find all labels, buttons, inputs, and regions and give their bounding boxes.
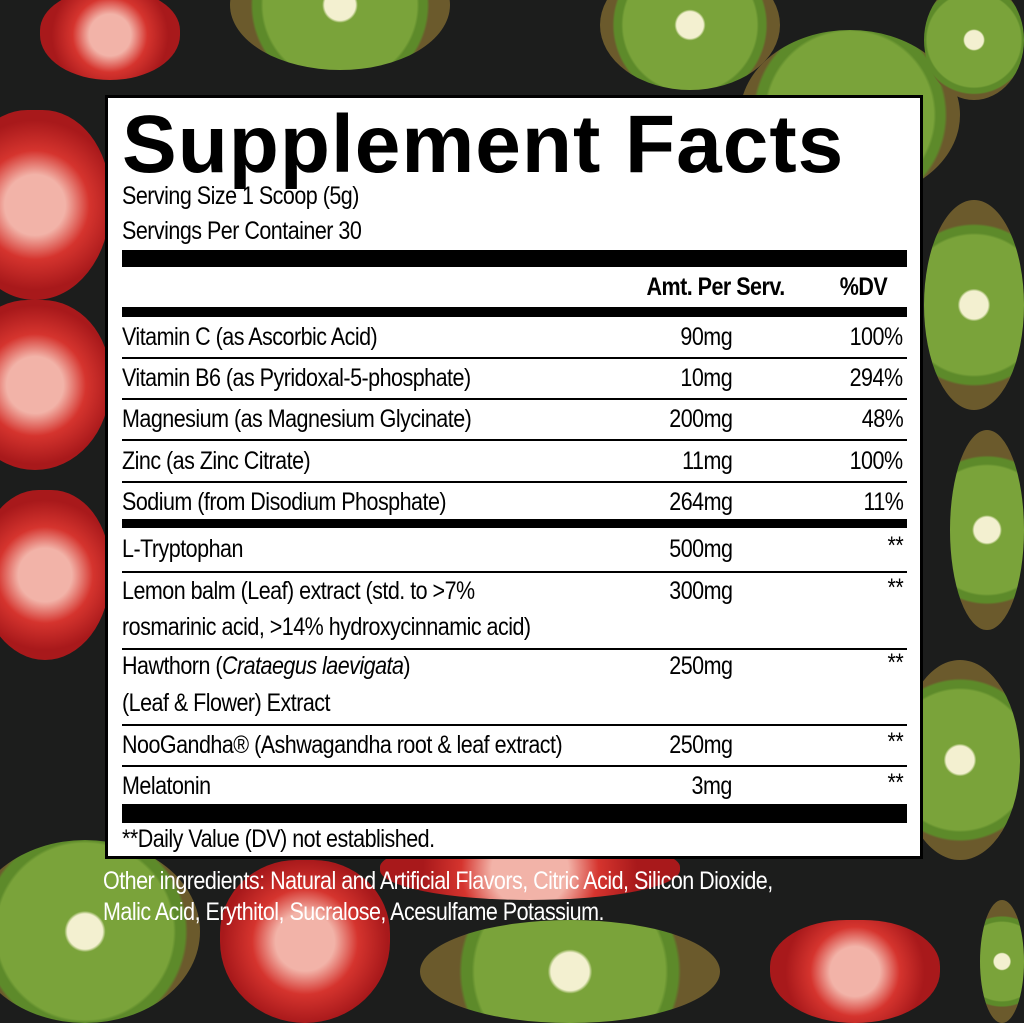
row-dv: ** xyxy=(887,649,903,677)
row-name-italic: Crataegus laevigata xyxy=(222,652,404,680)
row-name: L-Tryptophan xyxy=(122,535,243,563)
divider xyxy=(122,571,907,573)
divider-thick xyxy=(122,519,907,528)
serving-size: Serving Size 1 Scoop (5g) xyxy=(122,182,359,210)
row-amount: 11mg xyxy=(681,447,733,475)
row-name: Lemon balm (Leaf) extract (std. to >7% xyxy=(122,577,475,605)
row-name: Vitamin C (as Ascorbic Acid) xyxy=(122,323,378,351)
divider xyxy=(122,765,907,767)
row-name: Vitamin B6 (as Pyridoxal-5-phosphate) xyxy=(122,364,471,392)
row-amount: 3mg xyxy=(691,772,733,800)
row-name-line2: rosmarinic acid, >14% hydroxycinnamic ac… xyxy=(122,613,531,641)
row-name: Melatonin xyxy=(122,772,211,800)
row-amount: 264mg xyxy=(668,488,733,516)
row-amount: 250mg xyxy=(668,652,733,680)
divider xyxy=(122,357,907,359)
row-name-part: Hawthorn ( xyxy=(122,652,223,680)
divider xyxy=(122,398,907,400)
row-amount: 250mg xyxy=(668,731,733,759)
divider xyxy=(122,724,907,726)
servings-per-container: Servings Per Container 30 xyxy=(122,217,362,245)
row-dv: ** xyxy=(887,574,903,602)
header-amount: Amt. Per Serv. xyxy=(646,273,786,301)
footnote: **Daily Value (DV) not established. xyxy=(122,825,435,853)
row-amount: 300mg xyxy=(668,577,733,605)
row-dv: ** xyxy=(887,769,903,797)
row-dv: ** xyxy=(887,728,903,756)
other-ingredients-line2: Malic Acid, Erythitol, Sucralose, Acesul… xyxy=(103,898,604,926)
supplement-facts-panel: Supplement Facts Serving Size 1 Scoop (5… xyxy=(105,95,923,859)
divider xyxy=(122,648,907,650)
divider-thick xyxy=(122,804,907,823)
divider xyxy=(122,439,907,441)
row-amount: 200mg xyxy=(668,405,733,433)
row-amount: 500mg xyxy=(668,535,733,563)
divider xyxy=(122,481,907,483)
panel-title: Supplement Facts xyxy=(122,99,845,190)
row-dv: 294% xyxy=(850,364,903,392)
row-dv: 100% xyxy=(850,447,903,475)
row-dv: ** xyxy=(887,532,903,560)
row-name: Hawthorn (Crataegus laevigata) xyxy=(122,652,411,680)
row-amount: 10mg xyxy=(680,364,732,392)
row-name: Magnesium (as Magnesium Glycinate) xyxy=(122,405,472,433)
row-dv: 100% xyxy=(850,323,903,351)
other-ingredients: Other ingredients: Natural and Artificia… xyxy=(103,867,773,895)
header-dv: %DV xyxy=(839,273,888,301)
row-dv: 48% xyxy=(861,405,904,433)
divider-thick xyxy=(122,307,907,317)
row-name-part: ) xyxy=(403,652,411,680)
row-name-line2: (Leaf & Flower) Extract xyxy=(122,689,330,717)
row-amount: 90mg xyxy=(680,323,732,351)
row-name: Sodium (from Disodium Phosphate) xyxy=(122,488,447,516)
row-name: Zinc (as Zinc Citrate) xyxy=(122,447,311,475)
row-name: NooGandha® (Ashwagandha root & leaf extr… xyxy=(122,731,563,759)
divider-thick xyxy=(122,250,907,267)
row-dv: 11% xyxy=(863,488,903,516)
